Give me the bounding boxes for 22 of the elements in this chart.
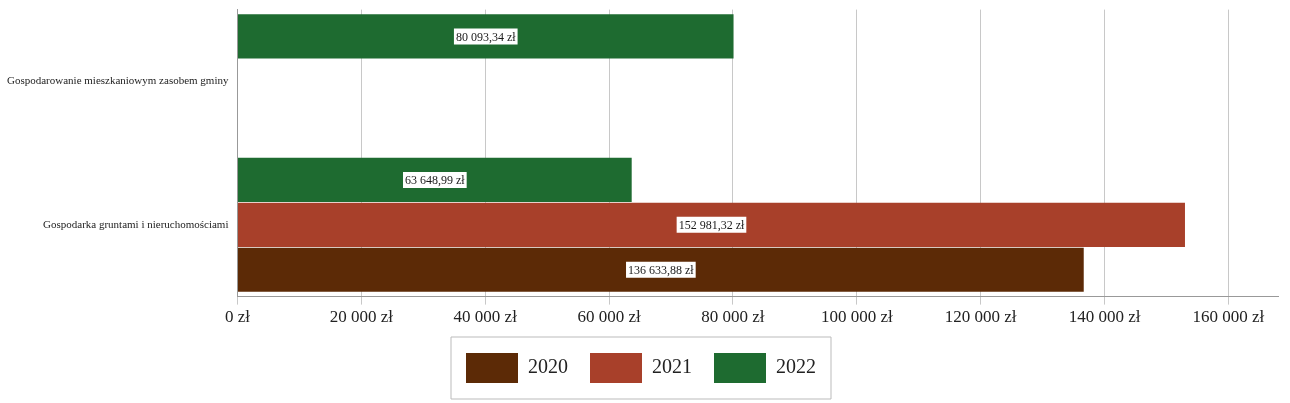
bar	[237, 202, 1185, 247]
x-tick-label: 0 zł	[224, 307, 251, 327]
legend-label: 2022	[776, 355, 816, 378]
x-tick-label: 20 000 zł	[329, 307, 394, 327]
x-tick-label: 60 000 zł	[577, 307, 641, 327]
bar	[237, 157, 632, 202]
x-tick-label: 140 000 zł	[1068, 307, 1141, 327]
x-tick-label: 100 000 zł	[820, 307, 893, 327]
x-tick-label: 120 000 zł	[944, 307, 1017, 327]
data-label: 136 633,88 zł	[628, 262, 695, 277]
data-label: 152 981,32 zł	[678, 218, 745, 233]
bar	[237, 247, 1084, 292]
x-tick-label: 160 000 zł	[1192, 307, 1265, 327]
data-label: 63 648,99 zł	[405, 173, 466, 188]
legend-label: 2021	[652, 355, 692, 378]
y-tick-label: Gospodarka gruntami i nieruchomościami	[43, 217, 229, 230]
x-tick-label: 40 000 zł	[453, 307, 518, 327]
y-tick-label: Gospodarowanie mieszkaniowym zasobem gminy	[6, 74, 229, 87]
x-tick-label: 80 000 zł	[701, 307, 765, 327]
legend-label: 2020	[528, 355, 568, 378]
bar	[237, 14, 734, 59]
data-label: 80 093,34 zł	[455, 29, 517, 44]
